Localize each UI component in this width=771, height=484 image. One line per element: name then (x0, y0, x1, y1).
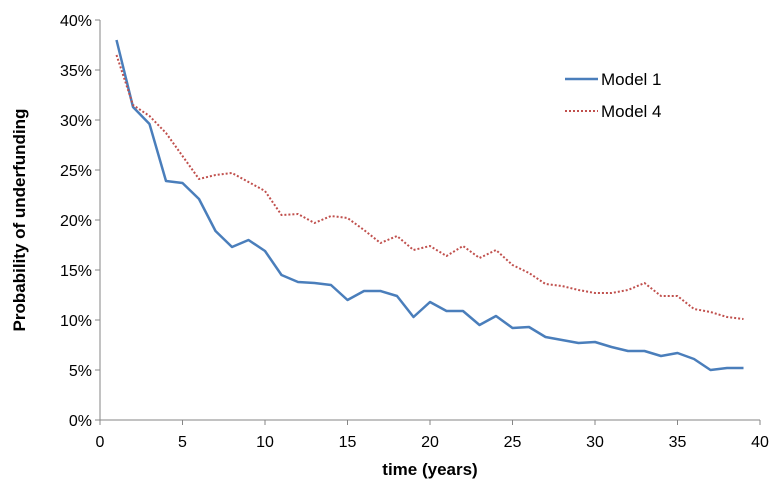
series-line-model-4 (115, 54, 744, 320)
series-layer (115, 39, 744, 372)
y-tick-label: 35% (60, 63, 92, 80)
x-tick-label: 10 (256, 434, 274, 451)
x-tick-label: 25 (504, 434, 522, 451)
y-tick-label: 30% (60, 113, 92, 130)
x-tick-label: 0 (96, 434, 105, 451)
x-tick-label: 20 (421, 434, 439, 451)
y-tick-label: 0% (69, 413, 92, 430)
y-tick-label: 20% (60, 213, 92, 230)
x-axis-ticks: 0 5 10 15 20 25 30 35 40 (96, 420, 769, 451)
x-axis-title: time (years) (382, 460, 477, 479)
x-tick-label: 5 (178, 434, 187, 451)
y-tick-label: 10% (60, 313, 92, 330)
y-axis-title: Probability of underfunding (10, 109, 29, 332)
x-tick-label: 35 (669, 434, 687, 451)
legend: Model 1 Model 4 (565, 70, 661, 121)
y-tick-label: 25% (60, 163, 92, 180)
y-tick-label: 40% (60, 13, 92, 30)
x-tick-label: 30 (586, 434, 604, 451)
x-tick-label: 40 (751, 434, 769, 451)
y-tick-label: 5% (69, 363, 92, 380)
x-tick-label: 15 (339, 434, 357, 451)
y-axis-ticks: 0% 5% 10% 15% 20% 25% 30% 35% 40% (60, 13, 100, 430)
legend-label-model-1: Model 1 (601, 70, 661, 89)
y-tick-label: 15% (60, 263, 92, 280)
series-line-model-1 (115, 39, 744, 372)
legend-label-model-4: Model 4 (601, 102, 661, 121)
